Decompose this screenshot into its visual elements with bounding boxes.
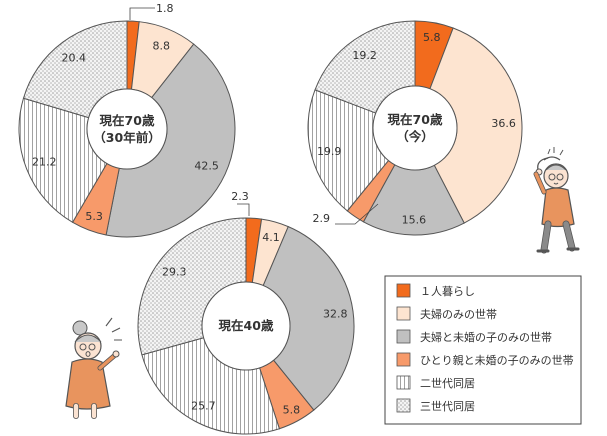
leader-line xyxy=(335,203,379,225)
value-label-three-generation: 29.3 xyxy=(162,265,187,278)
center-label: （今） xyxy=(396,129,434,144)
elderly-woman-surprised-icon xyxy=(65,317,122,419)
value-label-couple-with-child: 42.5 xyxy=(194,160,219,173)
elderly-man-scratching-head-icon xyxy=(533,147,580,254)
value-label-three-generation: 20.4 xyxy=(62,52,87,65)
legend-label-single-parent: ひとり親と未婚の子のみの世帯 xyxy=(420,353,574,367)
legend-swatch-two-generation xyxy=(396,375,411,390)
legend-label-three-generation: 三世代同居 xyxy=(420,400,475,413)
value-label-couple-with-child: 32.8 xyxy=(323,308,348,321)
value-label-two-generation: 19.9 xyxy=(317,145,342,158)
leader-line xyxy=(237,203,250,216)
value-label-two-generation: 21.2 xyxy=(32,156,57,169)
legend-label-couple-with-child: 夫婦と未婚の子のみの世帯 xyxy=(420,330,552,344)
leader-line xyxy=(129,7,155,20)
center-label: 現在70歳 xyxy=(388,112,443,127)
legend-label-couple-only: 夫婦のみの世帯 xyxy=(420,307,497,321)
value-label-single-parent: 5.8 xyxy=(283,404,301,417)
value-label-single: 5.8 xyxy=(423,31,441,44)
donut-hole xyxy=(201,281,291,371)
legend-swatch-couple-only xyxy=(396,306,411,321)
legend-swatch-couple-with-child xyxy=(396,329,411,344)
donut-hole xyxy=(86,88,168,170)
legend-label-single: １人暮らし xyxy=(420,284,475,298)
value-label-two-generation: 25.7 xyxy=(191,399,216,412)
value-label-couple-with-child: 15.6 xyxy=(402,213,427,226)
value-label-couple-only: 36.6 xyxy=(491,117,516,130)
center-label: 現在70歳 xyxy=(100,113,155,128)
legend-swatch-three-generation xyxy=(396,398,411,413)
donut-chart-40-now: 2.3 4.1 32.8 5.8 25.7 29.3 現在40歳 xyxy=(137,190,355,435)
value-label-single-parent: 2.9 xyxy=(313,212,331,225)
center-label: 現在40歳 xyxy=(219,318,274,333)
value-label-three-generation: 19.2 xyxy=(352,49,377,62)
value-label-single: 1.8 xyxy=(156,2,174,15)
value-label-single: 2.3 xyxy=(231,190,249,203)
value-label-couple-only: 4.1 xyxy=(262,231,280,244)
legend: １人暮らし夫婦のみの世帯夫婦と未婚の子のみの世帯ひとり親と未婚の子のみの世帯二世… xyxy=(384,275,582,425)
donut-hole xyxy=(372,85,458,171)
donut-chart-70-30years-ago: 1.8 8.8 42.5 5.3 21.2 20.4 現在70歳 （30年前） xyxy=(18,2,236,238)
donut-chart-70-now: 5.8 36.6 15.6 2.9 19.9 19.2 現在70歳 （今） xyxy=(307,20,523,236)
legend-swatch-single-parent xyxy=(396,352,411,367)
value-label-single-parent: 5.3 xyxy=(85,210,103,223)
value-label-couple-only: 8.8 xyxy=(153,39,171,52)
legend-swatch-single xyxy=(396,283,411,298)
legend-label-two-generation: 二世代同居 xyxy=(420,377,475,390)
legend-frame xyxy=(384,275,582,425)
center-label: （30年前） xyxy=(93,130,160,145)
